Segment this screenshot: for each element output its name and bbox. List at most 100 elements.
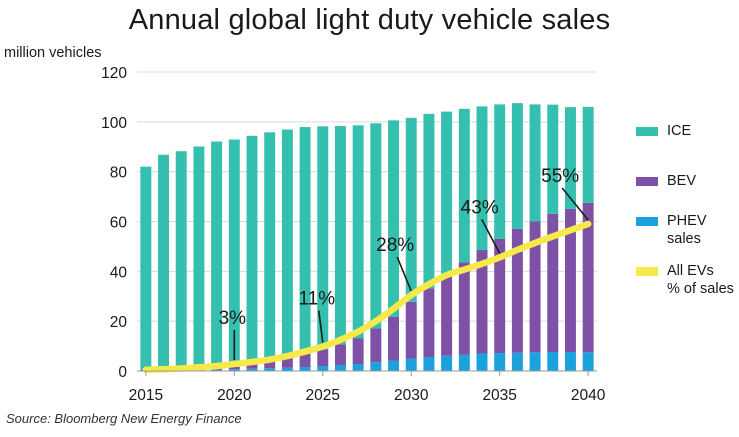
bar-ice-2035 xyxy=(494,104,506,239)
bar-phev-2040 xyxy=(582,352,594,371)
y-axis-label: million vehicles xyxy=(4,45,102,61)
annotations: 3% 11% 28% 43% 55% xyxy=(219,166,589,360)
x-tick-label: 2040 xyxy=(571,387,606,404)
legend-swatch-phev xyxy=(636,217,658,226)
bar-phev-2023 xyxy=(281,367,293,371)
y-tick-label: 120 xyxy=(101,65,127,82)
bar-phev-2020 xyxy=(228,369,240,371)
source-note: Source: Bloomberg New Energy Finance xyxy=(6,411,242,426)
bar-bev-2022 xyxy=(264,360,276,369)
bar-ice-2029 xyxy=(388,120,400,317)
legend-item-ev-share: All EVs % of sales xyxy=(636,262,734,298)
bar-ice-2017 xyxy=(175,151,187,369)
bar-ice-2023 xyxy=(281,129,293,358)
bar-bev-2028 xyxy=(370,328,382,363)
bar-phev-2032 xyxy=(441,355,453,371)
bar-ice-2019 xyxy=(211,141,223,367)
annotation-leader xyxy=(480,219,501,254)
bar-ice-2027 xyxy=(352,125,364,339)
bar-bev-2035 xyxy=(494,238,506,354)
y-tick-label: 20 xyxy=(110,314,128,331)
bar-phev-2027 xyxy=(352,364,364,371)
bar-phev-2035 xyxy=(494,353,506,371)
bar-ice-2036 xyxy=(511,103,523,229)
bar-ice-2026 xyxy=(334,126,346,345)
bar-ice-2040 xyxy=(582,106,594,203)
bar-ice-2032 xyxy=(441,111,453,275)
bar-bev-2029 xyxy=(388,316,400,361)
legend-label-bev: BEV xyxy=(667,173,697,189)
legend-swatch-ev-share xyxy=(636,267,658,276)
bar-bev-2040 xyxy=(582,202,594,353)
x-tick-label: 2035 xyxy=(482,387,516,404)
bar-bev-2033 xyxy=(458,262,470,355)
legend-label-ev-share: All EVs % of sales xyxy=(667,263,734,297)
annotation-leader xyxy=(561,187,589,221)
legend-swatch-ice xyxy=(636,127,658,136)
x-tick-label: 2020 xyxy=(217,387,252,404)
bar-ice-2022 xyxy=(264,132,276,361)
bar-phev-2022 xyxy=(264,368,276,371)
bar-ice-2018 xyxy=(193,146,205,368)
x-tick-label: 2015 xyxy=(129,387,163,404)
bar-bev-2027 xyxy=(352,338,364,365)
bar-ice-2015 xyxy=(140,166,152,370)
bar-ice-2034 xyxy=(476,106,488,250)
bar-phev-2033 xyxy=(458,354,470,371)
bar-phev-2038 xyxy=(547,352,559,371)
bar-phev-2025 xyxy=(317,366,329,371)
bar-phev-2026 xyxy=(334,365,346,371)
legend-item-phev: PHEV sales xyxy=(636,212,707,248)
legend-label-ice: ICE xyxy=(667,123,692,139)
bar-ice-2031 xyxy=(423,113,435,289)
bar-phev-2019 xyxy=(211,369,223,371)
legend-swatch-bev xyxy=(636,177,658,186)
legend-item-bev: BEV xyxy=(636,172,696,190)
bar-bev-2025 xyxy=(317,349,329,367)
bar-ice-2025 xyxy=(317,126,329,350)
bar-bev-2038 xyxy=(547,213,559,353)
y-tick-label: 0 xyxy=(118,364,127,381)
bar-ice-2038 xyxy=(547,104,559,214)
bars xyxy=(140,103,594,371)
bar-ice-2016 xyxy=(158,154,170,370)
bar-bev-2036 xyxy=(511,228,523,353)
bar-ice-2030 xyxy=(405,117,417,302)
bar-bev-2023 xyxy=(281,357,293,368)
bar-phev-2028 xyxy=(370,362,382,371)
bar-bev-2034 xyxy=(476,249,488,354)
bar-bev-2039 xyxy=(564,208,576,353)
bar-phev-2031 xyxy=(423,357,435,371)
bar-ice-2039 xyxy=(564,107,576,209)
bar-phev-2037 xyxy=(529,352,541,371)
annotation-label: 3% xyxy=(219,308,247,329)
y-tick-label: 100 xyxy=(101,115,127,132)
legend-label-phev: PHEV sales xyxy=(667,213,707,247)
bar-bev-2030 xyxy=(405,301,417,359)
y-tick-label: 60 xyxy=(110,215,128,232)
x-tick-label: 2025 xyxy=(306,387,340,404)
legend-item-ice: ICE xyxy=(636,122,691,140)
bar-bev-2032 xyxy=(441,274,453,356)
annotation-label: 43% xyxy=(461,197,499,218)
annotation-label: 11% xyxy=(298,289,335,310)
bar-phev-2024 xyxy=(299,367,311,371)
bar-phev-2030 xyxy=(405,358,417,371)
bar-ice-2024 xyxy=(299,127,311,354)
bar-phev-2036 xyxy=(511,352,523,371)
ev-share-line-path xyxy=(142,220,592,373)
annotation-label: 55% xyxy=(541,166,579,187)
y-tick-label: 40 xyxy=(110,264,128,281)
bar-phev-2034 xyxy=(476,353,488,371)
annotation-leader xyxy=(318,310,324,343)
bar-phev-2021 xyxy=(246,368,258,371)
bar-bev-2037 xyxy=(529,221,541,353)
bar-bev-2031 xyxy=(423,288,435,358)
bar-bev-2024 xyxy=(299,353,311,368)
bar-bev-2021 xyxy=(246,362,258,369)
bar-ice-2021 xyxy=(246,135,258,363)
bar-phev-2029 xyxy=(388,360,400,371)
x-tick-label: 2030 xyxy=(394,387,429,404)
